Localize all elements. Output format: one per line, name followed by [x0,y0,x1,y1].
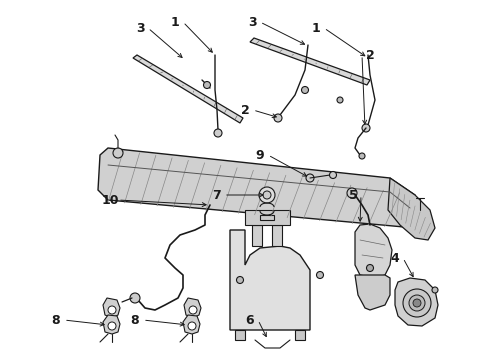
Polygon shape [250,38,370,85]
Circle shape [263,191,271,199]
Text: 10: 10 [101,194,119,207]
Text: 2: 2 [366,49,374,62]
Circle shape [108,322,116,330]
Circle shape [301,86,309,94]
Circle shape [409,295,425,311]
Circle shape [432,287,438,293]
Polygon shape [133,55,243,123]
Polygon shape [355,224,392,278]
Circle shape [317,271,323,279]
Circle shape [189,306,197,314]
Polygon shape [245,210,290,225]
Circle shape [214,129,222,137]
Polygon shape [395,278,438,326]
Circle shape [362,124,370,132]
Circle shape [367,265,373,271]
Circle shape [237,276,244,284]
Polygon shape [98,148,420,228]
Circle shape [403,289,431,317]
Text: 1: 1 [312,22,320,35]
Text: 6: 6 [245,314,254,327]
Circle shape [113,148,123,158]
Circle shape [259,187,275,203]
Circle shape [359,153,365,159]
Polygon shape [272,225,282,246]
Polygon shape [230,230,310,330]
Circle shape [108,306,116,314]
Text: 5: 5 [348,189,357,202]
Circle shape [347,188,357,198]
Text: 2: 2 [241,104,249,117]
Polygon shape [103,298,120,318]
Text: 7: 7 [212,189,220,202]
Circle shape [203,81,211,89]
Circle shape [329,171,337,179]
Polygon shape [388,178,435,240]
Polygon shape [355,275,390,310]
Text: 8: 8 [131,314,139,327]
Text: 3: 3 [247,15,256,28]
Text: 9: 9 [256,149,264,162]
Polygon shape [183,315,200,334]
Circle shape [130,293,140,303]
Circle shape [413,299,421,307]
Circle shape [337,97,343,103]
Text: 1: 1 [171,15,179,28]
Text: 3: 3 [136,22,145,35]
Circle shape [274,114,282,122]
Polygon shape [252,225,262,246]
Polygon shape [184,298,201,318]
Circle shape [188,322,196,330]
Polygon shape [295,330,305,340]
Text: 4: 4 [391,252,399,265]
Polygon shape [235,330,245,340]
Circle shape [306,174,314,182]
Polygon shape [260,215,274,220]
Text: 8: 8 [51,314,60,327]
Polygon shape [103,315,120,334]
